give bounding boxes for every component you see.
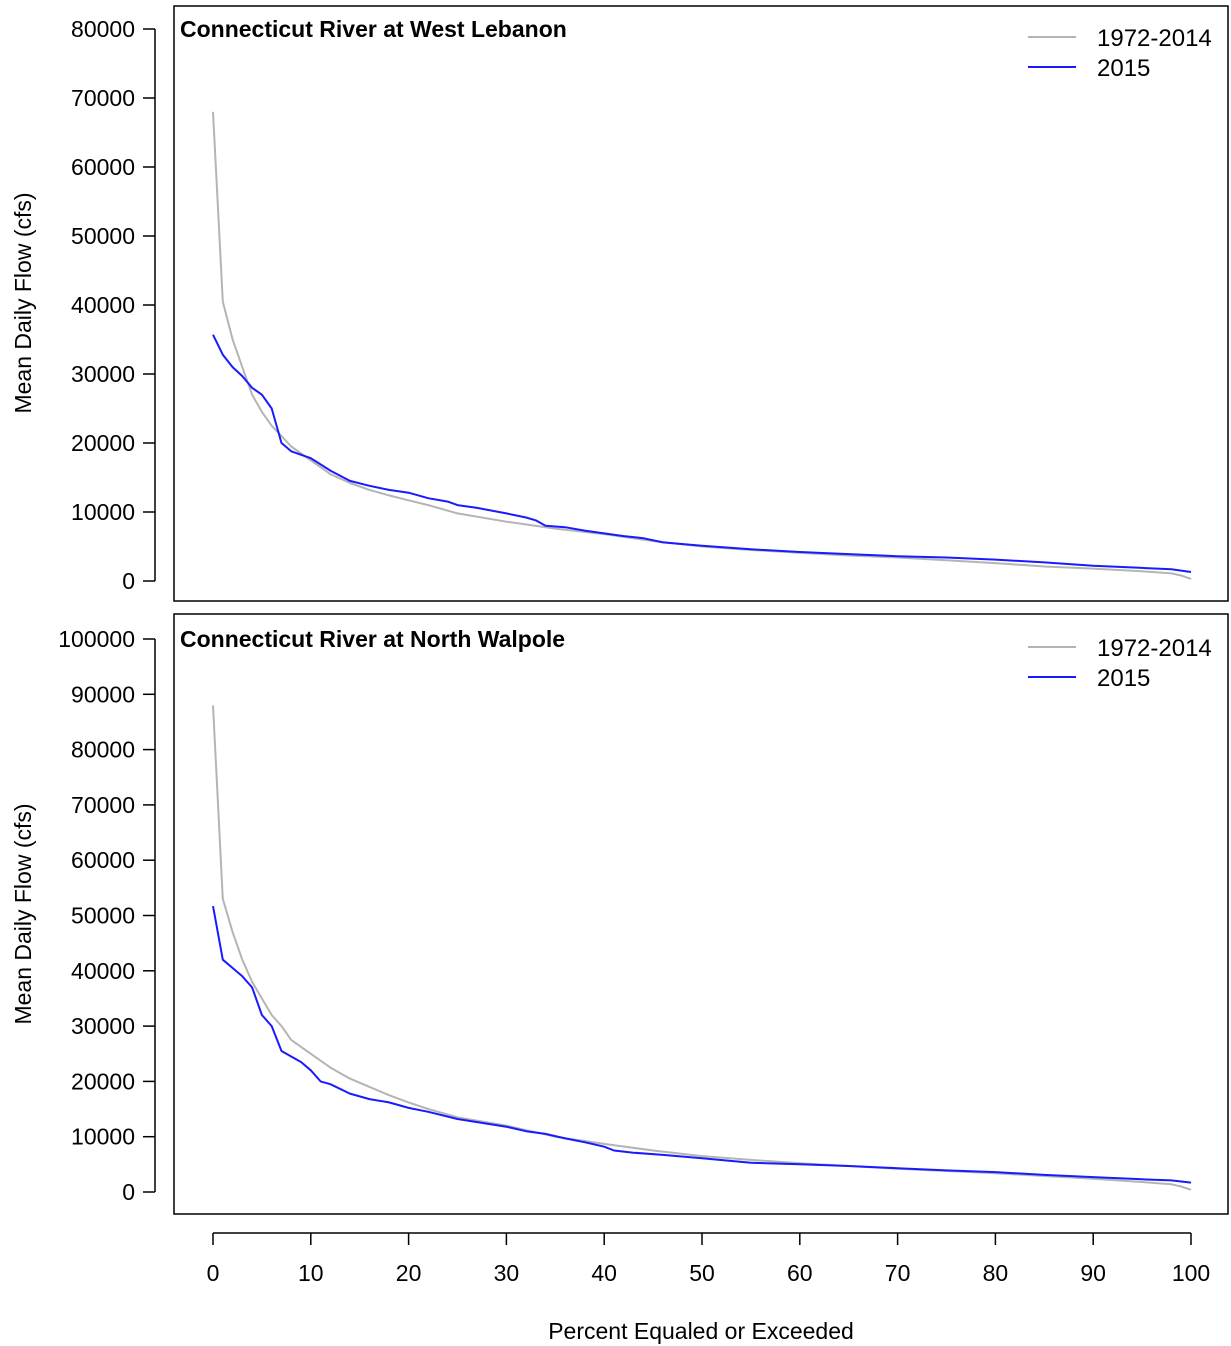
legend-label-2015: 2015 [1097,55,1150,82]
y-axis: 0 10000 20000 30000 40000 50000 60000 70000 8000… [71,16,156,594]
series-lines [212,111,1192,580]
y-tick-label: 10000 [71,1124,135,1150]
y-tick-label: 90000 [71,681,135,707]
y-tick-label: 70000 [71,85,135,111]
series-line-1972-2014 [212,111,1192,580]
y-tick-label: 0 [122,1179,135,1205]
y-tick-label: 0 [122,568,135,594]
y-tick-label: 10000 [71,499,135,525]
plot-frame [173,613,1229,1215]
y-tick-label: 60000 [71,154,135,180]
y-tick-label: 20000 [71,1068,135,1094]
y-tick-label: 80000 [71,16,135,42]
y-tick-label: 50000 [71,903,135,929]
panel-title: Connecticut River at West Lebanon [180,16,567,42]
legend-label-historic: 1972-2014 [1097,635,1212,662]
y-tick-label: 30000 [71,1013,135,1039]
y-tick-label: 40000 [71,292,135,318]
x-tick-label: 80 [983,1260,1009,1286]
y-axis-label: Mean Daily Flow (cfs) [10,803,36,1024]
y-tick-label: 80000 [71,737,135,763]
y-tick-label: 40000 [71,958,135,984]
legend: 1972-2014 2015 [1028,25,1212,82]
legend: 1972-2014 2015 [1028,635,1212,692]
x-tick-label: 0 [207,1260,220,1286]
legend-label-historic: 1972-2014 [1097,25,1212,52]
series-line-2015 [212,334,1192,573]
x-axis: 0 10 20 30 40 50 60 70 80 90 100 [207,1232,1210,1286]
y-axis: 0 10000 20000 30000 40000 50000 60000 70000 8000… [58,626,156,1205]
series-lines [212,705,1192,1191]
x-tick-label: 60 [787,1260,813,1286]
y-tick-label: 100000 [58,626,135,652]
y-tick-label: 50000 [71,223,135,249]
y-tick-label: 60000 [71,847,135,873]
series-line-2015 [212,905,1192,1184]
x-tick-label: 100 [1172,1260,1210,1286]
y-axis-label: Mean Daily Flow (cfs) [10,192,36,413]
panel-west-lebanon: Connecticut River at West Lebanon Mean D… [10,5,1229,602]
x-tick-label: 20 [396,1260,422,1286]
panel-title: Connecticut River at North Walpole [180,626,565,652]
x-tick-label: 10 [298,1260,324,1286]
plot-frame [173,5,1229,602]
x-tick-label: 50 [689,1260,715,1286]
legend-label-2015: 2015 [1097,665,1150,692]
panel-north-walpole: Connecticut River at North Walpole Mean … [10,613,1229,1215]
x-axis-label: Percent Equaled or Exceeded [548,1318,854,1344]
x-tick-label: 30 [494,1260,520,1286]
x-tick-label: 40 [591,1260,617,1286]
x-tick-label: 90 [1080,1260,1106,1286]
x-tick-label: 70 [885,1260,911,1286]
y-tick-label: 70000 [71,792,135,818]
y-tick-label: 20000 [71,430,135,456]
series-line-1972-2014 [212,705,1192,1191]
y-tick-label: 30000 [71,361,135,387]
